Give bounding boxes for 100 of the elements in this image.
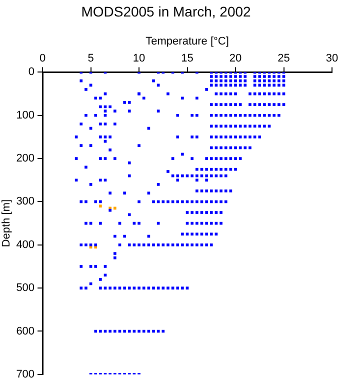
point xyxy=(278,75,280,78)
point xyxy=(272,79,276,82)
y-tick-label: 400 xyxy=(16,238,35,251)
point xyxy=(224,146,228,150)
point xyxy=(248,92,252,96)
point xyxy=(186,232,189,236)
point xyxy=(142,96,146,100)
point xyxy=(128,101,131,104)
point xyxy=(220,136,222,138)
point xyxy=(234,168,237,171)
point xyxy=(190,136,194,138)
point xyxy=(224,75,228,78)
point xyxy=(108,105,112,108)
point xyxy=(224,174,228,178)
point xyxy=(181,286,184,290)
point xyxy=(104,110,107,112)
point xyxy=(253,84,256,87)
point xyxy=(234,92,237,96)
point xyxy=(128,330,131,333)
point xyxy=(99,200,102,204)
point xyxy=(94,243,98,246)
point xyxy=(210,136,213,138)
point xyxy=(176,114,180,117)
point xyxy=(238,75,242,78)
point xyxy=(238,84,242,87)
point xyxy=(272,75,276,78)
point xyxy=(234,157,237,160)
y-tick-label: 600 xyxy=(16,325,35,338)
point xyxy=(114,234,116,238)
x-tick-label: 30 xyxy=(326,52,338,65)
point xyxy=(205,200,208,204)
point xyxy=(80,286,83,290)
point xyxy=(248,136,252,138)
point xyxy=(224,79,228,82)
point xyxy=(200,190,204,192)
point xyxy=(210,211,213,214)
point xyxy=(138,144,140,148)
point xyxy=(244,75,247,78)
point xyxy=(181,152,184,156)
point xyxy=(132,286,136,290)
point xyxy=(229,75,232,78)
point xyxy=(234,103,237,106)
point xyxy=(74,157,78,160)
point xyxy=(166,286,170,290)
point xyxy=(99,278,102,281)
point xyxy=(94,96,98,100)
point xyxy=(123,330,126,333)
point xyxy=(84,222,88,225)
point xyxy=(258,136,262,138)
point xyxy=(94,330,98,333)
point xyxy=(181,174,184,178)
point xyxy=(99,157,102,160)
point xyxy=(80,79,83,82)
point xyxy=(108,330,112,333)
point xyxy=(138,330,140,333)
y-axis-title: Depth [m] xyxy=(0,199,13,248)
point xyxy=(224,103,228,106)
point xyxy=(186,286,189,290)
point xyxy=(234,136,237,138)
point xyxy=(220,103,222,106)
point xyxy=(224,190,228,192)
point xyxy=(210,243,213,246)
point xyxy=(94,200,98,204)
point xyxy=(181,243,184,246)
point xyxy=(258,103,262,106)
point xyxy=(104,286,107,290)
point xyxy=(210,103,213,106)
point xyxy=(152,286,155,290)
point xyxy=(220,75,222,78)
point xyxy=(229,114,232,117)
point xyxy=(205,88,208,91)
point xyxy=(258,84,262,87)
point xyxy=(108,286,112,290)
point xyxy=(238,157,242,160)
point xyxy=(80,144,83,148)
point xyxy=(278,92,280,96)
point xyxy=(282,84,286,87)
point xyxy=(220,168,222,171)
point xyxy=(128,174,131,178)
point xyxy=(196,96,198,100)
point xyxy=(224,200,228,204)
point xyxy=(118,243,122,246)
point xyxy=(220,84,222,87)
point xyxy=(220,174,222,178)
point xyxy=(272,114,276,117)
point xyxy=(162,330,165,333)
point xyxy=(166,200,170,204)
point xyxy=(114,122,116,126)
point xyxy=(278,79,280,82)
point xyxy=(244,114,247,117)
point xyxy=(128,243,131,246)
point xyxy=(196,200,198,204)
point xyxy=(258,92,262,96)
point xyxy=(176,136,180,138)
point xyxy=(99,105,102,108)
point xyxy=(84,166,88,169)
point xyxy=(166,92,170,96)
x-tick-label: 0 xyxy=(39,52,46,65)
point xyxy=(234,79,237,82)
point xyxy=(99,286,102,290)
